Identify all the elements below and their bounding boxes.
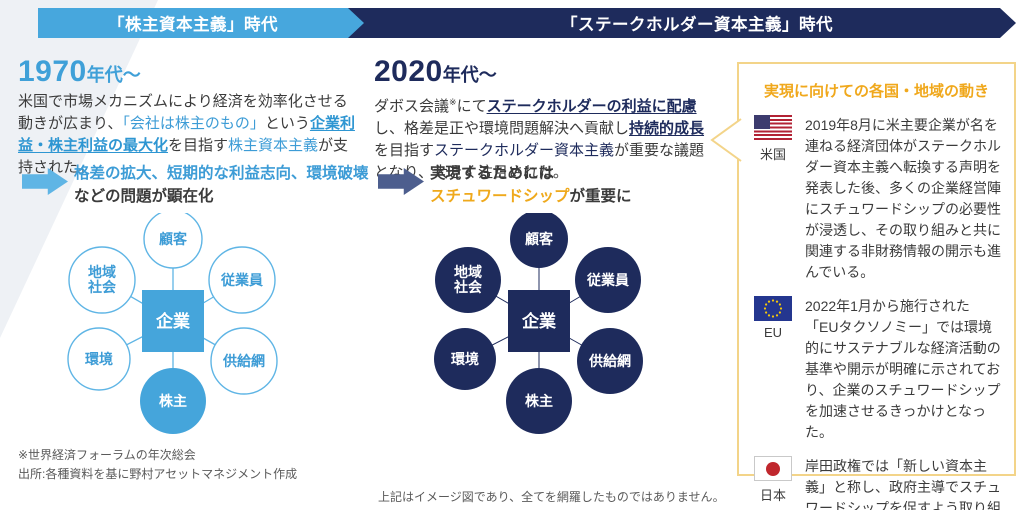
us-description: 2019年8月に米主要企業が名を連ねる経済団体がステークホルダー資本主義へ転換す… — [805, 117, 1001, 280]
region-row-eu: EU 2022年1月から施行された「EUタクソノミー」では環境的にサステナブルな… — [751, 296, 1002, 443]
node-company-label: 企業 — [521, 311, 556, 331]
p2020-part4: を目指す — [374, 142, 435, 159]
stewardship-highlight: スチュワードシップ — [430, 188, 570, 205]
p2020-part5: が重要な議題となり、大きく注目された。 — [374, 142, 705, 181]
paragraph-2020: ダボス会議※にてステークホルダーの利益に配慮し、格差是正や環境問題解決へ貢献し持… — [374, 91, 710, 184]
era-heading-1970: 1970年代〜 — [18, 55, 141, 89]
era-heading-2020: 2020年代〜 — [374, 55, 497, 89]
stewardship-line1: 実現するためには — [430, 165, 555, 182]
node-supply-chain — [210, 327, 278, 395]
banner-shareholder-era: 「株主資本主義」時代 — [38, 8, 364, 38]
us-flag-canton — [754, 115, 770, 129]
disclaimer-note: 上記はイメージ図であり、全てを網羅したものではありません。 — [378, 490, 725, 504]
p2020-stakeholder-capitalism: ステークホルダー資本主義 — [434, 142, 615, 159]
eu-flag-icon — [754, 296, 792, 321]
p1970-quote: 「会社は株主のもの」 — [122, 115, 265, 132]
node-environment-label: 環境 — [451, 351, 479, 367]
node-environment-label: 環境 — [85, 351, 113, 367]
jp-label: 日本 — [759, 488, 786, 503]
node-company — [508, 290, 570, 352]
p2020-part1: ダボス会議 — [374, 98, 450, 115]
stewardship-rest: が重要に — [569, 188, 632, 205]
eu-description: 2022年1月から施行された「EUタクソノミー」では環境的にサステナブルな経済活… — [805, 298, 1001, 440]
region-row-japan: 日本 岸田政権では「新しい資本主義」と称し、政府主導でスチュワードシップを促すよ… — [751, 456, 1002, 510]
problems-callout: 格差の拡大、短期的な利益志向、環境破壊 などの問題が顕在化 — [74, 162, 369, 208]
node-community-label-1: 地域 — [454, 264, 482, 280]
node-employee — [575, 247, 641, 313]
eu-stars — [763, 299, 783, 318]
node-supply-chain — [577, 328, 643, 394]
jp-flag-icon — [754, 456, 792, 481]
callout-pointer-icon — [710, 118, 742, 162]
us-flag-icon — [754, 115, 792, 140]
era-1970-number: 1970 — [18, 55, 87, 88]
node-environment — [434, 328, 496, 390]
p1970-shareholder-capitalism: 株主資本主義 — [228, 137, 319, 154]
p1970-part3: を目指す — [168, 137, 229, 154]
jp-flag-column: 日本 — [751, 456, 795, 510]
node-employee-label: 従業員 — [586, 272, 629, 288]
stakeholder-diagram-1970: 顧客 地域 社会 従業員 環境 供給網 株主 企業 — [67, 213, 278, 434]
node-community — [435, 247, 501, 313]
p1970-part4: が支持された。 — [18, 137, 349, 176]
footnote-1: ※世界経済フォーラムの年次総会 — [18, 448, 196, 462]
banner-shareholder-label: 「株主資本主義」時代 — [108, 16, 278, 34]
jp-description: 岸田政権では「新しい資本主義」と称し、政府主導でスチュワードシップを促すよう取り… — [805, 458, 1001, 510]
node-community-label-2: 社会 — [87, 279, 117, 295]
node-shareholder-label: 株主 — [525, 393, 553, 409]
regional-actions-title: 実現に向けての各国・地域の動き — [763, 83, 989, 100]
us-label: 米国 — [759, 147, 786, 162]
node-community-label-1: 地域 — [88, 264, 116, 280]
paragraph-1970: 米国で市場メカニズムにより経済を効率化させる動きが広まり、「会社は株主のもの」と… — [18, 91, 358, 179]
era-2020-number: 2020 — [374, 55, 443, 88]
jp-flag-sun — [766, 461, 780, 476]
banner-stakeholder-era: 「ステークホルダー資本主義」時代 — [346, 8, 1016, 38]
node-customer-label: 顧客 — [525, 231, 554, 247]
node-shareholder — [140, 368, 206, 434]
era-1970-suffix: 年代〜 — [86, 65, 141, 85]
node-employee — [208, 246, 276, 314]
node-customer — [143, 213, 203, 269]
node-employee-label: 従業員 — [220, 272, 263, 288]
p2020-part2: にて — [456, 98, 487, 115]
eu-label: EU — [763, 325, 783, 340]
problems-highlight: 格差の拡大、短期的な利益志向、環境破壊 — [74, 165, 369, 182]
footnotes: ※世界経済フォーラムの年次総会 出所:各種資料を基に野村アセットマネジメント作成 — [18, 446, 297, 484]
node-supply-chain-label: 供給網 — [222, 353, 265, 369]
node-customer-label: 顧客 — [159, 231, 188, 247]
era-2020-suffix: 年代〜 — [442, 65, 497, 85]
banner-stakeholder-label: 「ステークホルダー資本主義」時代 — [561, 16, 833, 34]
region-row-us: 米国 2019年8月に米主要企業が名を連ねる経済団体がステークホルダー資本主義へ… — [751, 115, 1002, 283]
node-supply-chain-label: 供給網 — [588, 353, 631, 369]
p1970-part1: 米国で市場メカニズムにより経済を効率化させる動きが広まり、 — [18, 93, 348, 132]
node-environment — [67, 327, 131, 391]
node-company — [142, 290, 204, 352]
node-customer — [510, 213, 568, 268]
p2020-part3: し、格差是正や環境問題解決へ貢献し — [374, 120, 630, 137]
davos-footnote-mark: ※ — [449, 97, 457, 107]
node-company-label: 企業 — [155, 311, 190, 331]
p2020-highlight-growth: 持続的成長 — [629, 120, 705, 137]
problems-rest: などの問題が顕在化 — [74, 188, 214, 205]
p1970-part2: という — [264, 115, 310, 132]
stakeholder-diagram-2020: 顧客 地域 社会 従業員 環境 供給網 株主 企業 — [434, 213, 643, 434]
eu-flag-column: EU — [751, 296, 795, 443]
p2020-highlight-interests: ステークホルダーの利益に配慮 — [486, 98, 697, 115]
node-shareholder — [506, 368, 572, 434]
node-community-label-2: 社会 — [453, 279, 483, 295]
us-flag-column: 米国 — [751, 115, 795, 283]
regional-actions-box: 実現に向けての各国・地域の動き 米国 2019年8月に米主要企業が名を連ねる経済… — [710, 62, 1016, 510]
node-shareholder-label: 株主 — [159, 393, 187, 409]
node-community — [68, 246, 136, 314]
stewardship-callout: 実現するためには スチュワードシップが重要に — [430, 162, 632, 208]
p1970-highlight-profit: 企業利益・株主利益の最大化 — [18, 115, 355, 154]
footnote-2: 出所:各種資料を基に野村アセットマネジメント作成 — [18, 467, 298, 481]
